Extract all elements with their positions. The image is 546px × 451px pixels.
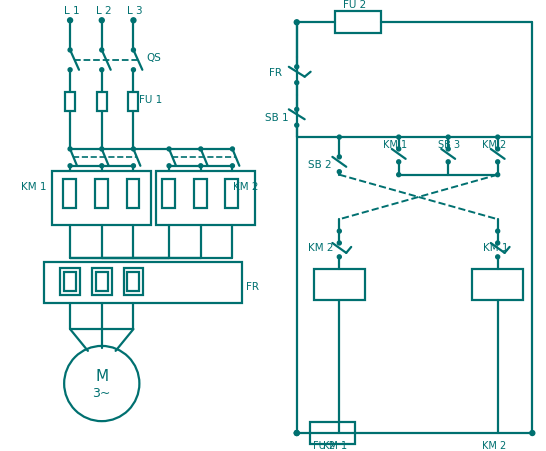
Bar <box>127 179 139 209</box>
Text: FR: FR <box>246 281 259 291</box>
Circle shape <box>132 165 135 168</box>
Bar <box>63 179 76 209</box>
Text: KM 2: KM 2 <box>482 440 506 450</box>
Circle shape <box>68 165 72 168</box>
Circle shape <box>68 49 72 53</box>
Circle shape <box>337 170 341 174</box>
Circle shape <box>68 147 72 152</box>
Circle shape <box>100 69 104 73</box>
Circle shape <box>397 147 401 152</box>
Text: KM 1: KM 1 <box>21 181 46 191</box>
Bar <box>472 269 524 301</box>
Circle shape <box>295 124 299 128</box>
Circle shape <box>337 156 341 160</box>
Circle shape <box>132 49 135 53</box>
Circle shape <box>397 161 401 165</box>
Text: 3~: 3~ <box>93 386 111 399</box>
Circle shape <box>530 431 535 436</box>
Circle shape <box>294 431 299 436</box>
Text: FR: FR <box>269 68 282 78</box>
Text: SB 2: SB 2 <box>307 160 331 170</box>
Circle shape <box>337 230 341 234</box>
Circle shape <box>99 19 104 24</box>
Bar <box>194 179 207 209</box>
Circle shape <box>68 19 73 24</box>
Bar <box>60 268 80 296</box>
Text: FU 2: FU 2 <box>313 440 335 450</box>
Circle shape <box>100 49 104 53</box>
Circle shape <box>230 147 234 152</box>
Circle shape <box>496 136 500 140</box>
Circle shape <box>100 165 104 168</box>
Text: L 2: L 2 <box>96 6 111 16</box>
Text: KM 1: KM 1 <box>323 440 348 450</box>
Circle shape <box>132 147 135 152</box>
Bar <box>335 12 381 34</box>
Circle shape <box>446 136 450 140</box>
Circle shape <box>446 161 450 165</box>
Circle shape <box>446 147 450 152</box>
Text: L 1: L 1 <box>64 6 80 16</box>
Circle shape <box>167 165 171 168</box>
Text: KM 2: KM 2 <box>307 242 333 253</box>
Bar <box>225 179 239 209</box>
Circle shape <box>131 19 136 24</box>
Circle shape <box>397 173 401 177</box>
Text: QS: QS <box>146 53 161 63</box>
Bar <box>64 272 76 292</box>
Circle shape <box>294 21 299 26</box>
Bar <box>92 268 112 296</box>
Text: KM 1: KM 1 <box>483 242 508 253</box>
Circle shape <box>397 136 401 140</box>
Circle shape <box>167 147 171 152</box>
Bar <box>52 171 151 226</box>
Bar <box>310 422 355 444</box>
Circle shape <box>295 66 299 69</box>
Bar <box>123 268 144 296</box>
Text: M: M <box>95 368 108 383</box>
Circle shape <box>68 69 72 73</box>
Circle shape <box>496 241 500 245</box>
Bar <box>97 92 106 112</box>
Bar <box>96 272 108 292</box>
Circle shape <box>199 147 203 152</box>
Text: FU 2: FU 2 <box>343 0 366 10</box>
Circle shape <box>100 147 104 152</box>
Circle shape <box>496 173 500 177</box>
Circle shape <box>199 165 203 168</box>
Circle shape <box>337 241 341 245</box>
Text: SB 1: SB 1 <box>265 113 289 123</box>
Circle shape <box>337 136 341 140</box>
Circle shape <box>295 82 299 85</box>
Bar <box>156 171 255 226</box>
Circle shape <box>295 108 299 112</box>
Circle shape <box>132 69 135 73</box>
Bar <box>65 92 75 112</box>
Circle shape <box>496 147 500 152</box>
Circle shape <box>64 346 139 421</box>
Circle shape <box>496 161 500 165</box>
Text: KM 1: KM 1 <box>383 140 407 150</box>
Bar <box>128 92 138 112</box>
Bar <box>44 262 242 304</box>
Circle shape <box>337 255 341 259</box>
Text: FU 1: FU 1 <box>139 95 163 105</box>
Text: L 3: L 3 <box>128 6 143 16</box>
Circle shape <box>230 165 234 168</box>
Circle shape <box>496 230 500 234</box>
Circle shape <box>496 255 500 259</box>
Text: KM 2: KM 2 <box>482 140 506 150</box>
Bar <box>128 272 139 292</box>
Bar <box>162 179 175 209</box>
Bar <box>313 269 365 301</box>
Text: KM 2: KM 2 <box>233 181 259 191</box>
Text: SB 3: SB 3 <box>438 140 460 150</box>
Bar <box>95 179 108 209</box>
Circle shape <box>294 431 299 436</box>
